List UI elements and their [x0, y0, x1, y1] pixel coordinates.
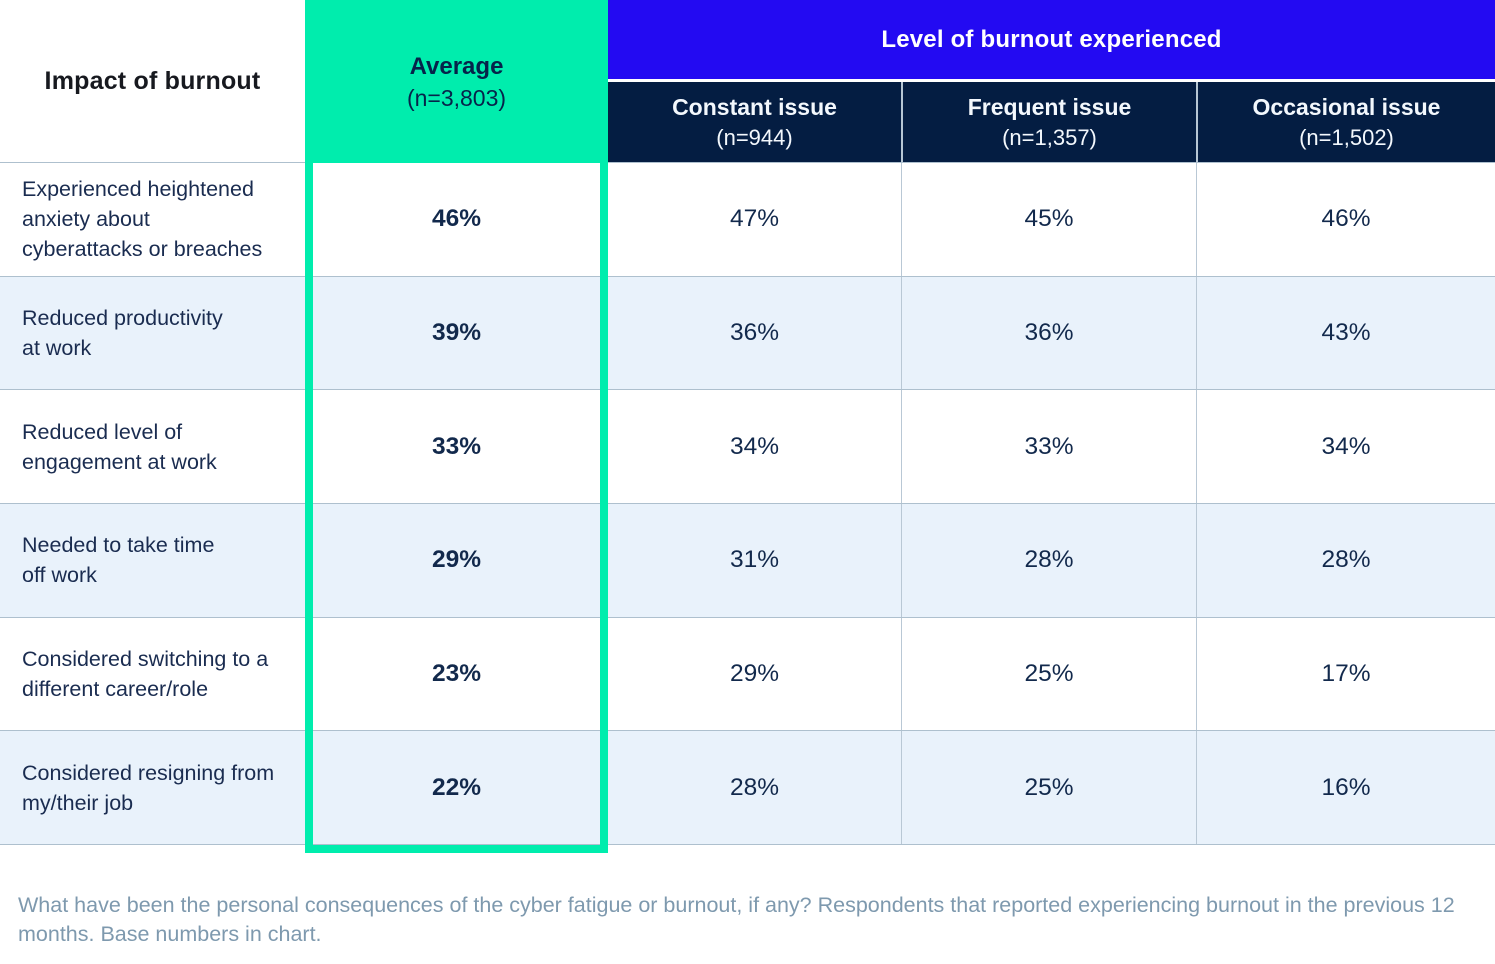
constant-value: 47%	[729, 205, 780, 233]
footnote: What have been the personal consequences…	[18, 893, 1455, 947]
sub-header-n: (n=944)	[716, 125, 793, 150]
group-header-banner: Level of burnout experienced	[608, 0, 1495, 79]
frequent-value: 25%	[901, 731, 1196, 845]
sub-header-n: (n=1,502)	[1299, 125, 1394, 150]
sub-header-occasional: Occasional issue (n=1,502)	[1196, 82, 1495, 162]
occasional-value: 34%	[1196, 390, 1495, 504]
occasional-value: 16%	[1196, 731, 1495, 845]
sub-header-row: Constant issue (n=944) Frequent issue (n…	[608, 82, 1495, 163]
occasional-value: 28%	[1196, 504, 1495, 617]
frequent-value: 36%	[901, 276, 1196, 390]
average-value: 33%	[431, 432, 482, 460]
sub-header-frequent: Frequent issue (n=1,357)	[901, 82, 1196, 162]
constant-value: 28%	[608, 731, 901, 845]
frequent-value: 33%	[901, 390, 1196, 504]
constant-value: 36%	[608, 276, 901, 390]
sub-header-constant: Constant issue (n=944)	[608, 82, 901, 162]
row-label: Reduced productivity at work	[0, 276, 305, 390]
table-header-row: Impact of burnout Average (n=3,803) Leve…	[0, 0, 1495, 163]
sub-header-title: Occasional issue	[1252, 94, 1441, 120]
corner-header-label: Impact of burnout	[44, 66, 261, 95]
average-header-title: Average	[409, 52, 504, 80]
table-row: Reduced level of engagement at work 33% …	[0, 390, 1495, 505]
table-row: Considered switching to a different care…	[0, 617, 1495, 732]
table-row: Reduced productivity at work 39% 36% 36%…	[0, 276, 1495, 391]
constant-value: 34%	[729, 432, 780, 460]
burnout-level-group: Level of burnout experienced Constant is…	[608, 0, 1495, 163]
average-value: 22%	[305, 731, 608, 845]
frequent-value: 28%	[901, 504, 1196, 617]
average-column-header: Average (n=3,803)	[305, 0, 608, 163]
occasional-value: 46%	[1196, 163, 1495, 276]
burnout-impact-table: Impact of burnout Average (n=3,803) Leve…	[0, 0, 1495, 853]
sub-header-title: Constant issue	[672, 94, 837, 120]
frequent-value: 25%	[901, 617, 1196, 731]
row-label: Reduced level of engagement at work	[22, 419, 217, 474]
average-header-n: (n=3,803)	[406, 84, 507, 111]
frequent-value: 45%	[901, 163, 1196, 276]
constant-value: 29%	[729, 660, 780, 688]
occasional-value: 43%	[1196, 276, 1495, 390]
average-value: 23%	[431, 660, 482, 688]
sub-header-title: Frequent issue	[967, 94, 1132, 120]
table-row: Experienced heightened anxiety about cyb…	[0, 163, 1495, 277]
constant-value: 31%	[608, 504, 901, 617]
table-row: Considered resigning from my/their job 2…	[0, 731, 1495, 846]
group-header-label: Level of burnout experienced	[881, 25, 1222, 53]
row-label: Needed to take time off work	[0, 504, 305, 617]
row-label: Considered switching to a different care…	[22, 647, 269, 702]
sub-header-n: (n=1,357)	[1002, 125, 1097, 150]
average-value: 39%	[305, 276, 608, 390]
corner-header: Impact of burnout	[0, 0, 305, 163]
average-value: 29%	[305, 504, 608, 617]
average-value: 46%	[431, 205, 482, 233]
table-row: Needed to take time off work 29% 31% 28%…	[0, 504, 1495, 618]
occasional-value: 17%	[1196, 617, 1495, 731]
row-label: Considered resigning from my/their job	[0, 731, 305, 845]
row-label: Experienced heightened anxiety about cyb…	[22, 177, 263, 262]
